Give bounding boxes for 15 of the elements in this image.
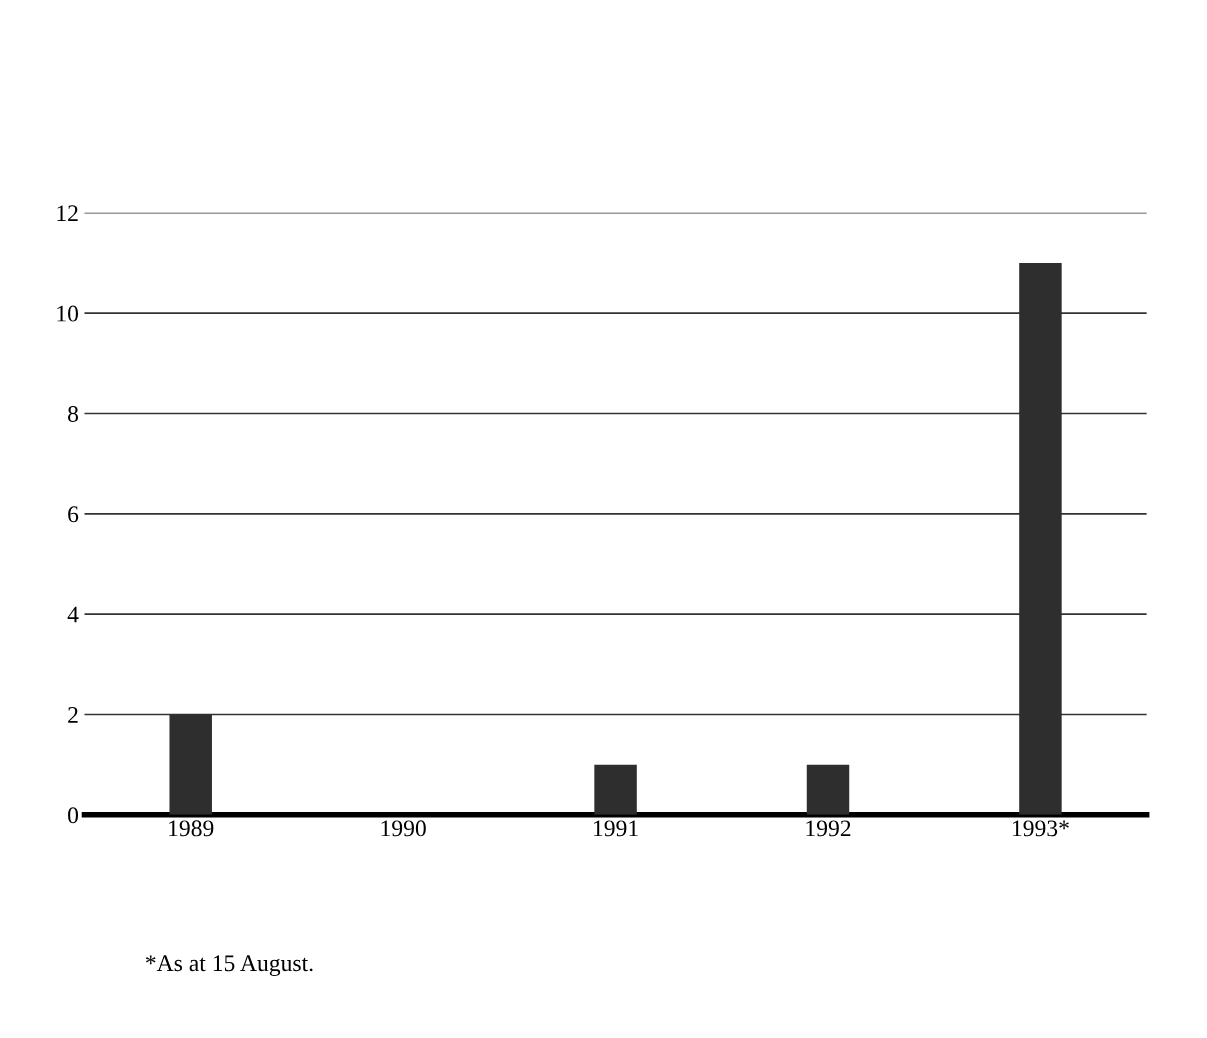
y-tick-label: 2 <box>68 707 78 723</box>
y-tick-label: 12 <box>57 205 78 221</box>
y-tick-label: 6 <box>68 506 79 523</box>
y-tick-label: 4 <box>67 606 79 623</box>
y-tick-label: 0 <box>68 807 79 824</box>
x-tick-label: 1989 <box>169 820 214 837</box>
bar <box>594 764 637 815</box>
y-tick-label: 8 <box>68 405 79 422</box>
y-tick-label: 10 <box>57 305 79 322</box>
x-tick-label: 1990 <box>381 820 426 837</box>
x-tick-label: 1991 <box>594 820 638 837</box>
text: *As at 15 August. <box>145 955 313 977</box>
x-tick-label: 1992 <box>806 820 851 837</box>
bar <box>806 764 850 815</box>
x-tick-label: 1993* <box>1013 820 1069 837</box>
